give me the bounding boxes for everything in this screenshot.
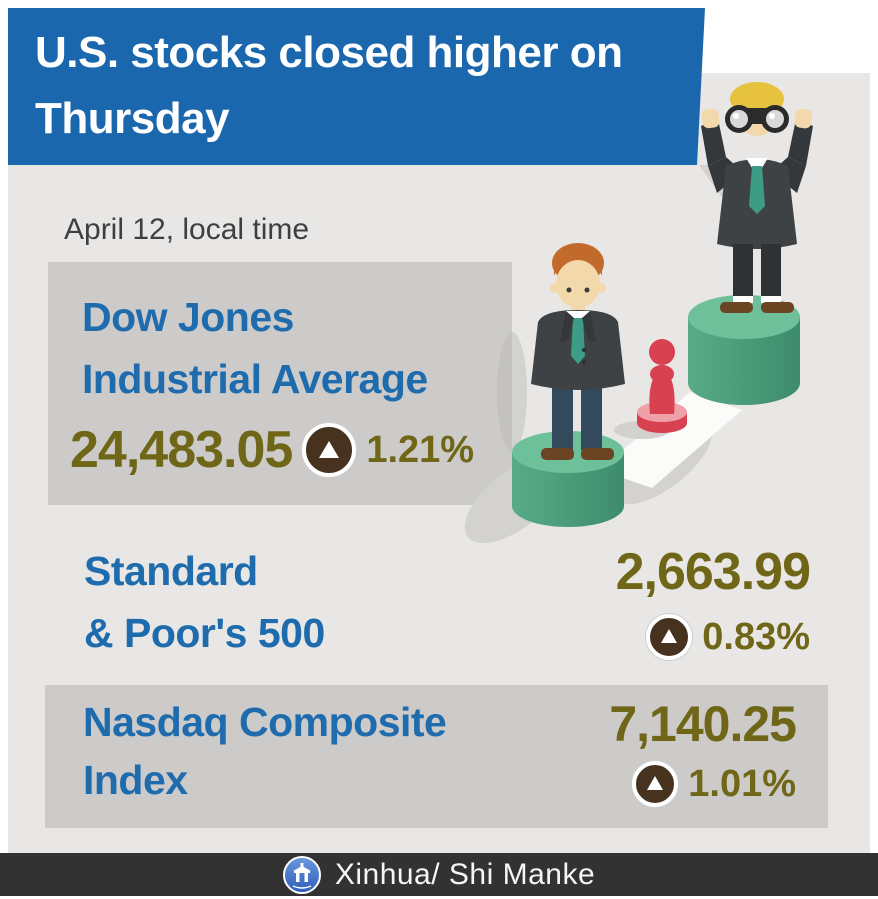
index-name-line1: Standard [84,548,258,594]
up-triangle-glyph [319,440,340,458]
up-arrow-icon [632,761,679,807]
change-row: 1.01% [609,761,796,807]
up-arrow-icon [646,614,693,660]
index-name-line1: Nasdaq Composite [83,699,447,745]
index-name-line2: Industrial Average [82,356,428,402]
index-value: 7,140.25 [609,696,797,752]
index-card-sp500: Standard & Poor's 500 2,663.99 0.83% [48,538,824,673]
index-card-dow: Dow Jones Industrial Average 24,483.05 1… [48,262,512,505]
date-label: April 12, local time [64,213,310,246]
xinhua-logo-icon [282,855,321,894]
index-name-line2: Index [83,757,188,803]
credit-text: Xinhua/ Shi Manke [334,857,596,891]
index-name-sp500: Standard & Poor's 500 [84,540,325,664]
up-triangle-glyph [661,629,678,643]
header-banner: U.S. stocks closed higher on Thursday [8,8,705,165]
index-name-line1: Dow Jones [82,294,294,340]
up-arrow-icon [302,423,357,477]
index-name-line2: & Poor's 500 [84,610,325,656]
index-value-block-nasdaq: 7,140.25 1.01% [609,695,797,807]
index-value-block-sp500: 2,663.99 0.83% [615,542,811,660]
up-triangle-glyph [647,776,664,790]
change-percent: 0.83% [702,615,810,658]
page-title: U.S. stocks closed higher on Thursday [35,28,623,143]
index-value-row-dow: 24,483.05 1.21% [70,420,474,480]
index-name-nasdaq: Nasdaq Composite Index [83,693,447,809]
index-card-nasdaq: Nasdaq Composite Index 7,140.25 1.01% [45,685,828,828]
index-name-dow: Dow Jones Industrial Average [82,286,428,410]
footer-credit-bar: Xinhua/ Shi Manke [0,853,878,896]
change-row: 0.83% [616,614,810,660]
index-value: 24,483.05 [70,421,293,479]
change-percent: 1.21% [366,428,475,471]
change-percent: 1.01% [688,762,796,805]
index-value: 2,663.99 [615,543,811,601]
